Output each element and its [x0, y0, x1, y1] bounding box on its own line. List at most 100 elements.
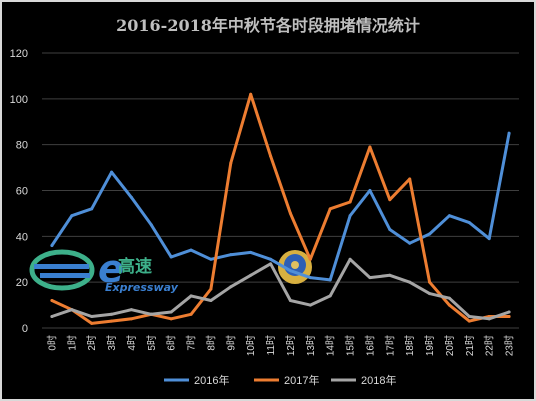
data-point [209, 287, 213, 291]
data-point [288, 299, 292, 302]
data-point [328, 207, 332, 211]
data-point [129, 317, 133, 321]
x-axis-ticks: 0时 1时 2时 3时 4时 5时 6时 7时 8时 9时 10时 11时 12时 13时 14时 15时 16… [46, 335, 515, 356]
x-tick-label: 11时 [265, 335, 277, 355]
data-point [368, 189, 372, 192]
data-point [428, 292, 432, 296]
legend-label: 2016年 [194, 373, 229, 387]
x-tick-label: 13时 [305, 335, 317, 356]
data-point [90, 321, 94, 325]
x-tick-label: 6时 [166, 335, 178, 351]
x-tick-label: 16时 [364, 335, 376, 356]
data-point [169, 255, 173, 259]
data-point [229, 253, 233, 257]
x-tick-label: 8时 [205, 335, 217, 351]
data-point [507, 131, 511, 135]
data-point [50, 244, 54, 247]
data-point [189, 312, 193, 316]
data-point [388, 227, 392, 231]
series-line-1 [50, 92, 511, 325]
data-point [50, 299, 54, 302]
y-tick-label: 100 [10, 94, 28, 106]
data-point [348, 257, 352, 261]
data-point [467, 319, 471, 323]
data-point [447, 303, 451, 307]
data-point [288, 211, 292, 215]
data-point [50, 315, 54, 319]
data-point [249, 273, 253, 277]
x-tick-label: 5时 [146, 335, 158, 351]
x-tick-label: 15时 [345, 335, 357, 356]
police-badge-star-icon [291, 261, 299, 269]
x-tick-label: 4时 [126, 335, 138, 351]
data-point [189, 294, 193, 298]
logo-letter: e [98, 247, 124, 291]
x-tick-label: 2时 [86, 335, 98, 351]
data-point [209, 299, 213, 302]
data-point [169, 310, 173, 314]
data-point [149, 312, 153, 316]
data-point [308, 276, 312, 280]
data-point [467, 315, 471, 319]
logo-ring-icon [29, 249, 95, 291]
data-point [368, 276, 372, 280]
data-point [169, 317, 173, 321]
data-point [467, 221, 471, 225]
data-point [129, 308, 133, 312]
data-point [229, 285, 233, 289]
y-tick-label: 40 [16, 231, 28, 243]
data-point [428, 232, 432, 236]
data-point [110, 170, 114, 174]
logo-stripe-icon [34, 264, 89, 269]
x-tick-label: 7时 [186, 335, 198, 351]
data-point [129, 195, 133, 199]
data-point [209, 257, 213, 261]
y-tick-label: 120 [10, 48, 28, 60]
x-tick-label: 22时 [484, 335, 496, 356]
data-point [229, 161, 233, 165]
y-tick-label: 20 [16, 277, 28, 289]
data-point [447, 296, 451, 300]
data-point [408, 177, 412, 181]
y-tick-label: 60 [16, 186, 28, 198]
data-point [70, 308, 74, 312]
x-tick-label: 1时 [66, 335, 78, 351]
data-point [249, 250, 253, 254]
series-lines [50, 92, 511, 325]
data-point [90, 315, 94, 319]
x-tick-label: 19时 [424, 335, 436, 356]
data-point [308, 303, 312, 307]
x-tick-label: 14时 [325, 335, 337, 356]
x-tick-label: 9时 [225, 335, 237, 351]
y-tick-label: 0 [22, 323, 28, 335]
data-point [189, 248, 193, 252]
legend-label: 2018年 [361, 373, 396, 387]
gridlines [42, 52, 519, 329]
data-point [70, 214, 74, 218]
y-axis-ticks: 0 20 40 60 80 100 120 [10, 48, 28, 335]
x-tick-label: 18时 [404, 335, 416, 356]
data-point [308, 257, 312, 261]
data-point [110, 312, 114, 316]
data-point [90, 207, 94, 211]
x-tick-label: 10时 [245, 335, 257, 356]
data-point [288, 269, 292, 273]
logo-brand-en: Expressway [105, 281, 179, 294]
x-tick-label: 12时 [285, 335, 297, 356]
y-tick-label: 80 [16, 140, 28, 152]
chart-title: 2016-2018年中秋节各时段拥堵情况统计 [116, 16, 420, 35]
data-point [348, 200, 352, 204]
data-point [428, 280, 432, 284]
data-point [408, 241, 412, 245]
data-point [269, 154, 273, 158]
data-point [487, 237, 491, 241]
data-point [149, 223, 153, 227]
data-point [249, 92, 253, 96]
data-point [507, 310, 511, 314]
data-point [408, 280, 412, 284]
data-point [447, 214, 451, 218]
series-line-2 [50, 257, 511, 321]
data-point [388, 273, 392, 277]
